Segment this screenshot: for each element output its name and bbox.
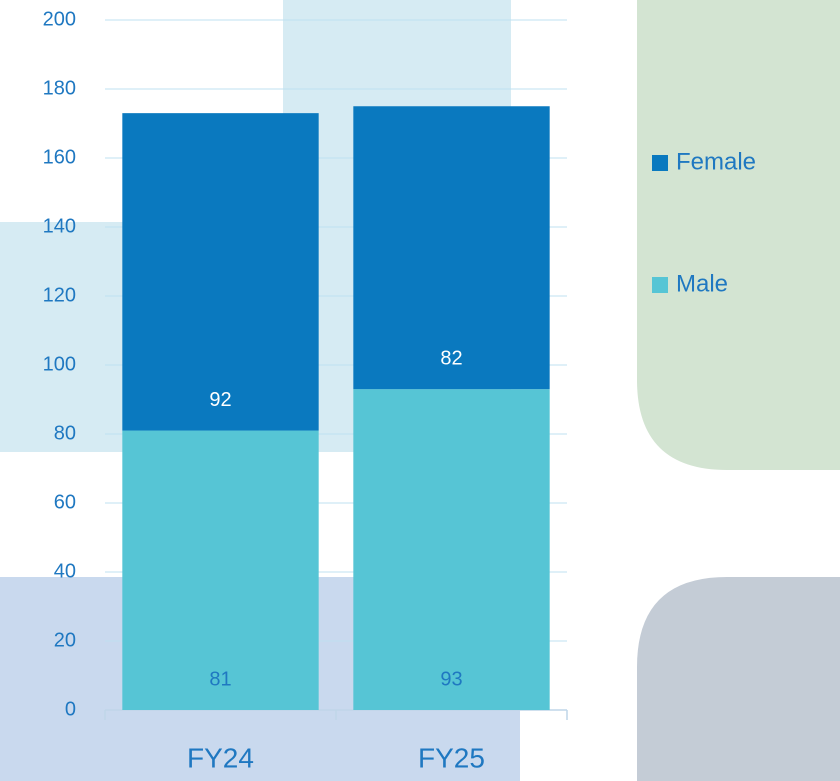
data-label: 92	[209, 389, 231, 411]
y-tick-label: 200	[43, 8, 76, 30]
y-tick-label: 120	[43, 284, 76, 306]
y-tick-label: 180	[43, 77, 76, 99]
y-tick-label: 140	[43, 215, 76, 237]
legend-swatch	[652, 277, 668, 293]
bar-segment	[122, 113, 319, 431]
y-tick-label: 80	[54, 422, 76, 444]
x-tick-label: FY25	[418, 742, 485, 773]
y-tick-label: 0	[65, 698, 76, 720]
data-label: 81	[209, 668, 231, 690]
y-tick-label: 40	[54, 560, 76, 582]
bar-segment	[122, 430, 319, 710]
y-tick-label: 160	[43, 146, 76, 168]
legend-label: Female	[676, 148, 756, 175]
bar-segment	[353, 106, 550, 390]
data-label: 93	[440, 668, 462, 690]
y-tick-label: 20	[54, 629, 76, 651]
data-label: 82	[440, 347, 462, 369]
bg-shape	[637, 0, 840, 470]
legend-label: Male	[676, 270, 728, 297]
y-tick-label: 100	[43, 353, 76, 375]
y-tick-label: 60	[54, 491, 76, 513]
bg-shape	[637, 577, 840, 781]
bar-segment	[353, 389, 550, 710]
x-tick-label: FY24	[187, 742, 254, 773]
legend-swatch	[652, 155, 668, 171]
